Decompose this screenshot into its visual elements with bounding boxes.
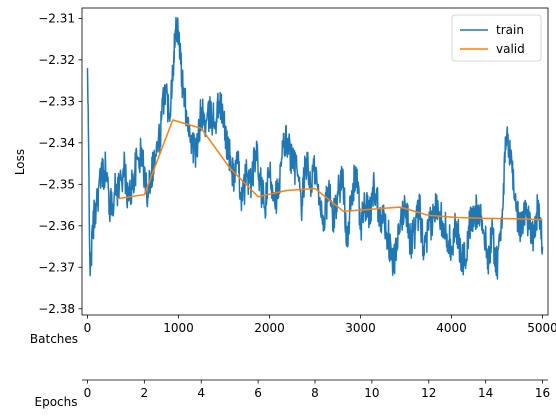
x-axis: 0 1000 2000 3000 4000 5000 [84,315,556,335]
plot-area [81,7,549,316]
epoch-tick-label: 16 [535,386,550,400]
x-axis-label-epochs: Epochs [35,395,78,409]
y-tick-label: −2.33 [38,94,75,108]
epoch-tick-label: 4 [197,386,205,400]
y-tick-label: −2.38 [38,302,75,316]
epoch-tick-label: 8 [311,386,319,400]
y-tick-label: −2.37 [38,260,75,274]
legend: train valid [451,14,542,62]
y-tick-label: −2.34 [38,136,75,150]
epoch-tick-label: 2 [141,386,149,400]
y-tick-label: −2.32 [38,53,75,67]
legend-label-train: train [496,23,524,37]
epoch-axis: 0 2 4 6 8 10 12 14 16 [82,379,550,400]
x-tick-label: 5000 [527,321,556,335]
epoch-tick-label: 12 [421,386,436,400]
y-axis: −2.38 −2.37 −2.36 −2.35 −2.34 −2.33 −2.32 −2.31 [38,11,82,316]
epoch-tick-label: 14 [478,386,493,400]
y-tick-label: −2.36 [38,219,75,233]
x-tick-label: 3000 [345,321,376,335]
epoch-tick-label: 6 [254,386,262,400]
x-tick-label: 1000 [163,321,194,335]
legend-label-valid: valid [496,42,525,56]
x-axis-label-batches: Batches [30,332,78,346]
y-axis-label: Loss [13,149,27,175]
x-tick-label: 4000 [436,321,467,335]
y-tick-label: −2.35 [38,177,75,191]
x-tick-label: 2000 [254,321,285,335]
y-tick-label: −2.31 [38,11,75,25]
epoch-tick-label: 10 [364,386,379,400]
series-line-valid [115,119,543,221]
series-layer [86,16,544,280]
x-tick-label: 0 [84,321,92,335]
epoch-tick-label: 0 [84,386,92,400]
plot-frame [81,7,549,316]
series-line-train [86,16,544,280]
